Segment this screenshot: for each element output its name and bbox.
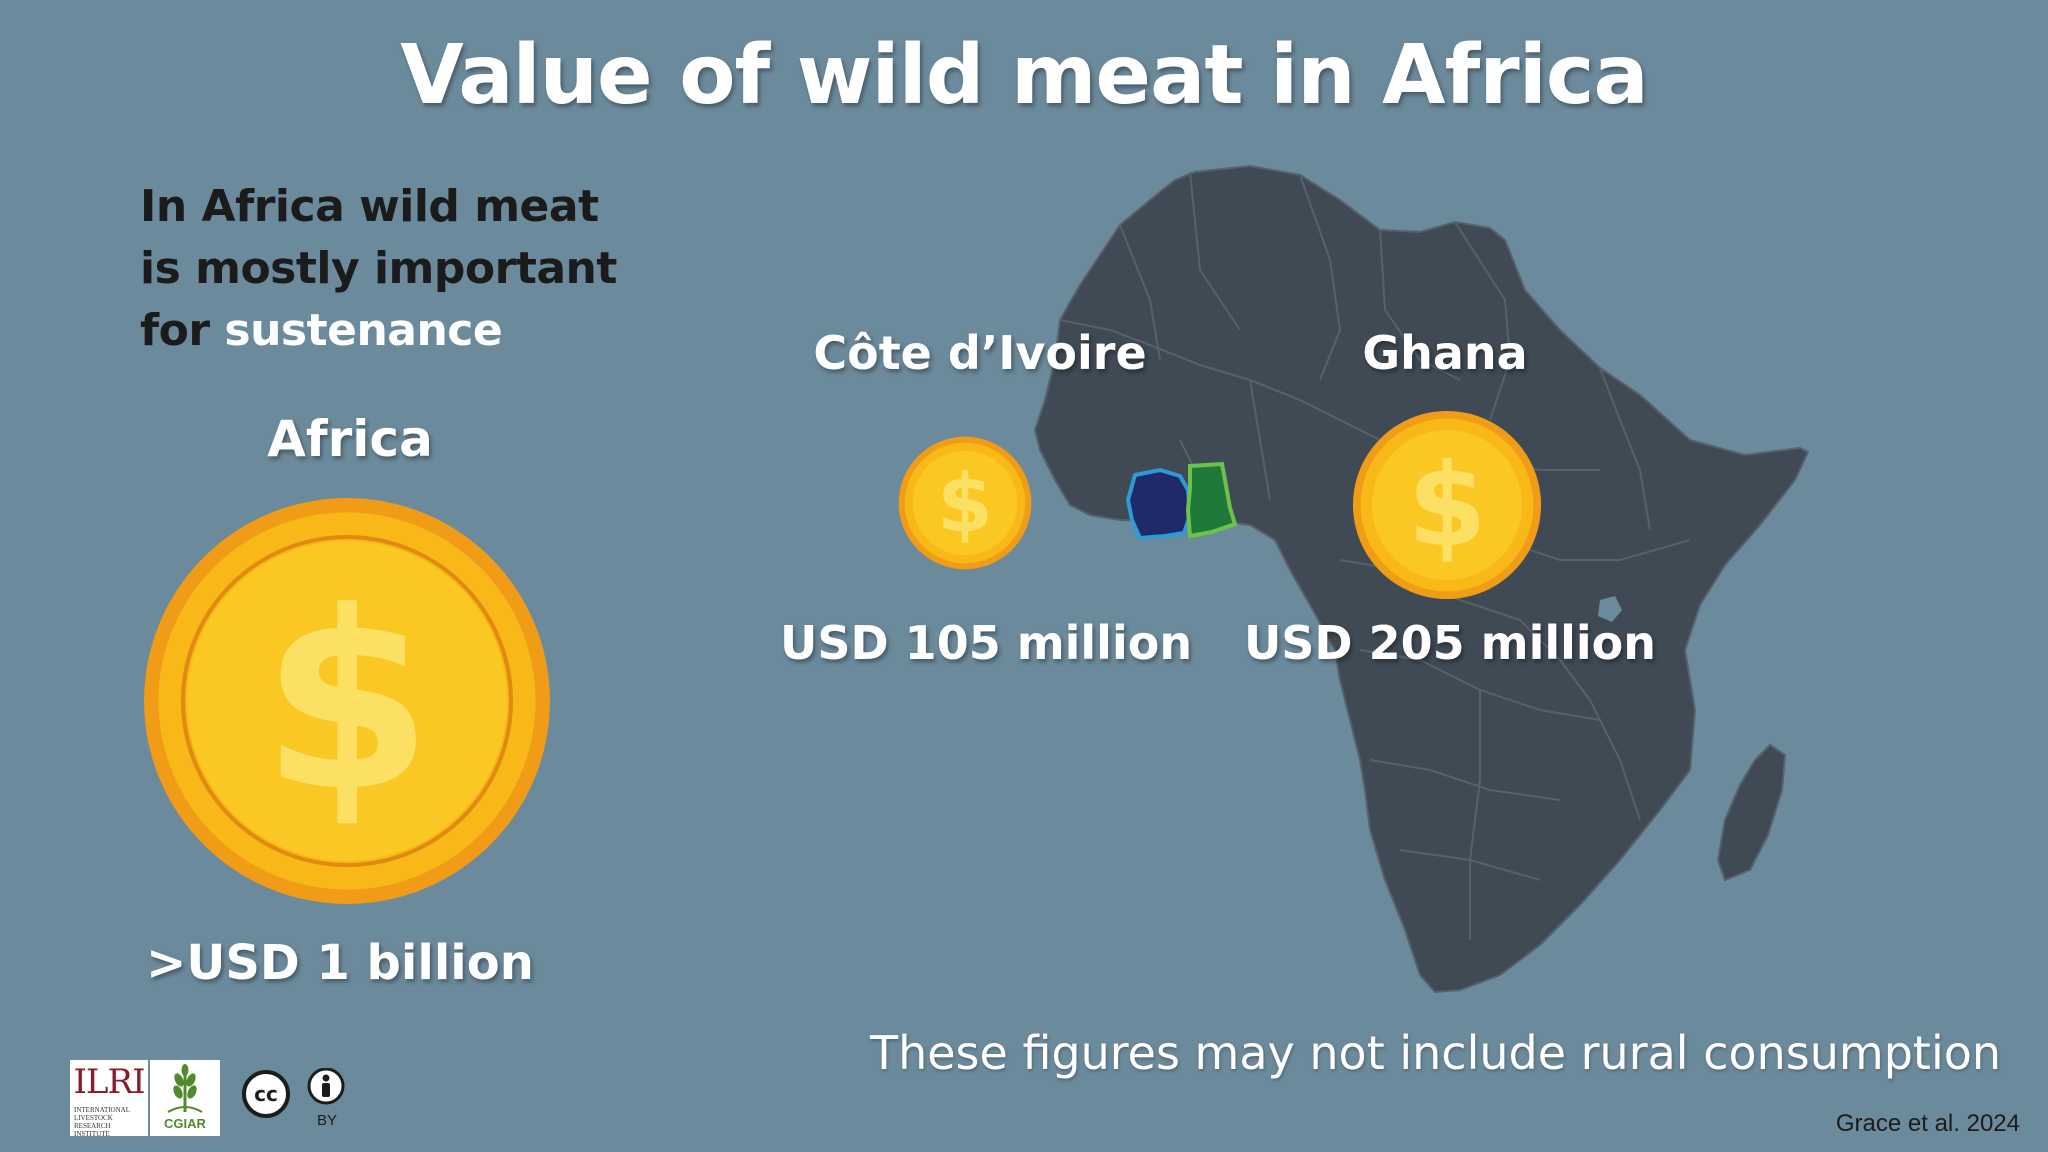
creative-commons-icon: cc [242,1068,345,1118]
svg-text:$: $ [261,560,432,846]
cgiar-logo: CGIAR [150,1060,220,1136]
ilri-name-line-3: INSTITUTE [74,1130,110,1138]
cote-divoire-value: USD 105 million [780,616,1193,670]
ilri-logo: ILRI INTERNATIONAL LIVESTOCK RESEARCH IN… [70,1060,148,1138]
page-title: Value of wild meat in Africa [400,28,1649,123]
ilri-name: INTERNATIONAL LIVESTOCK RESEARCH INSTITU… [74,1106,144,1138]
subtitle-line-3: for sustenance [140,300,660,362]
license-by-label: BY [316,1112,337,1129]
subtitle-line-2: is mostly important [140,243,617,294]
footnote: These figures may not include rural cons… [870,1026,2002,1080]
subtitle-prefix: for [140,305,225,356]
ghana-value: USD 205 million [1243,616,1657,670]
country-borders [1059,171,1691,940]
svg-text:cc: cc [254,1082,278,1106]
africa-value: >USD 1 billion [146,935,534,991]
citation: Grace et al. 2024 [1835,1110,2020,1137]
subtitle-line-1: In Africa wild meat [140,181,599,232]
lake-victoria [1598,596,1622,622]
ilri-name-line-1: INTERNATIONAL [74,1106,130,1114]
ghana-label: Ghana [1362,326,1528,380]
subtitle: In Africa wild meat is mostly important … [140,176,660,362]
ghana-highlight [1185,461,1238,539]
cote-divoire-highlight [1125,467,1193,541]
madagascar [1716,743,1787,882]
ilri-acronym: ILRI [73,1062,145,1102]
africa-dollar-coin-icon: $ [144,498,550,904]
wheat-icon [167,1064,203,1113]
cote-divoire-dollar-coin-icon: $ [898,436,1032,570]
svg-text:$: $ [1407,439,1486,572]
subtitle-highlight: sustenance [224,305,503,356]
cgiar-name: CGIAR [164,1116,206,1131]
svg-text:$: $ [937,456,993,550]
cote-divoire-label: Côte d’Ivoire [813,326,1147,380]
africa-label: Africa [267,410,433,468]
ghana-dollar-coin-icon: $ [1352,410,1542,600]
ilri-name-line-2: LIVESTOCK RESEARCH [74,1114,113,1130]
